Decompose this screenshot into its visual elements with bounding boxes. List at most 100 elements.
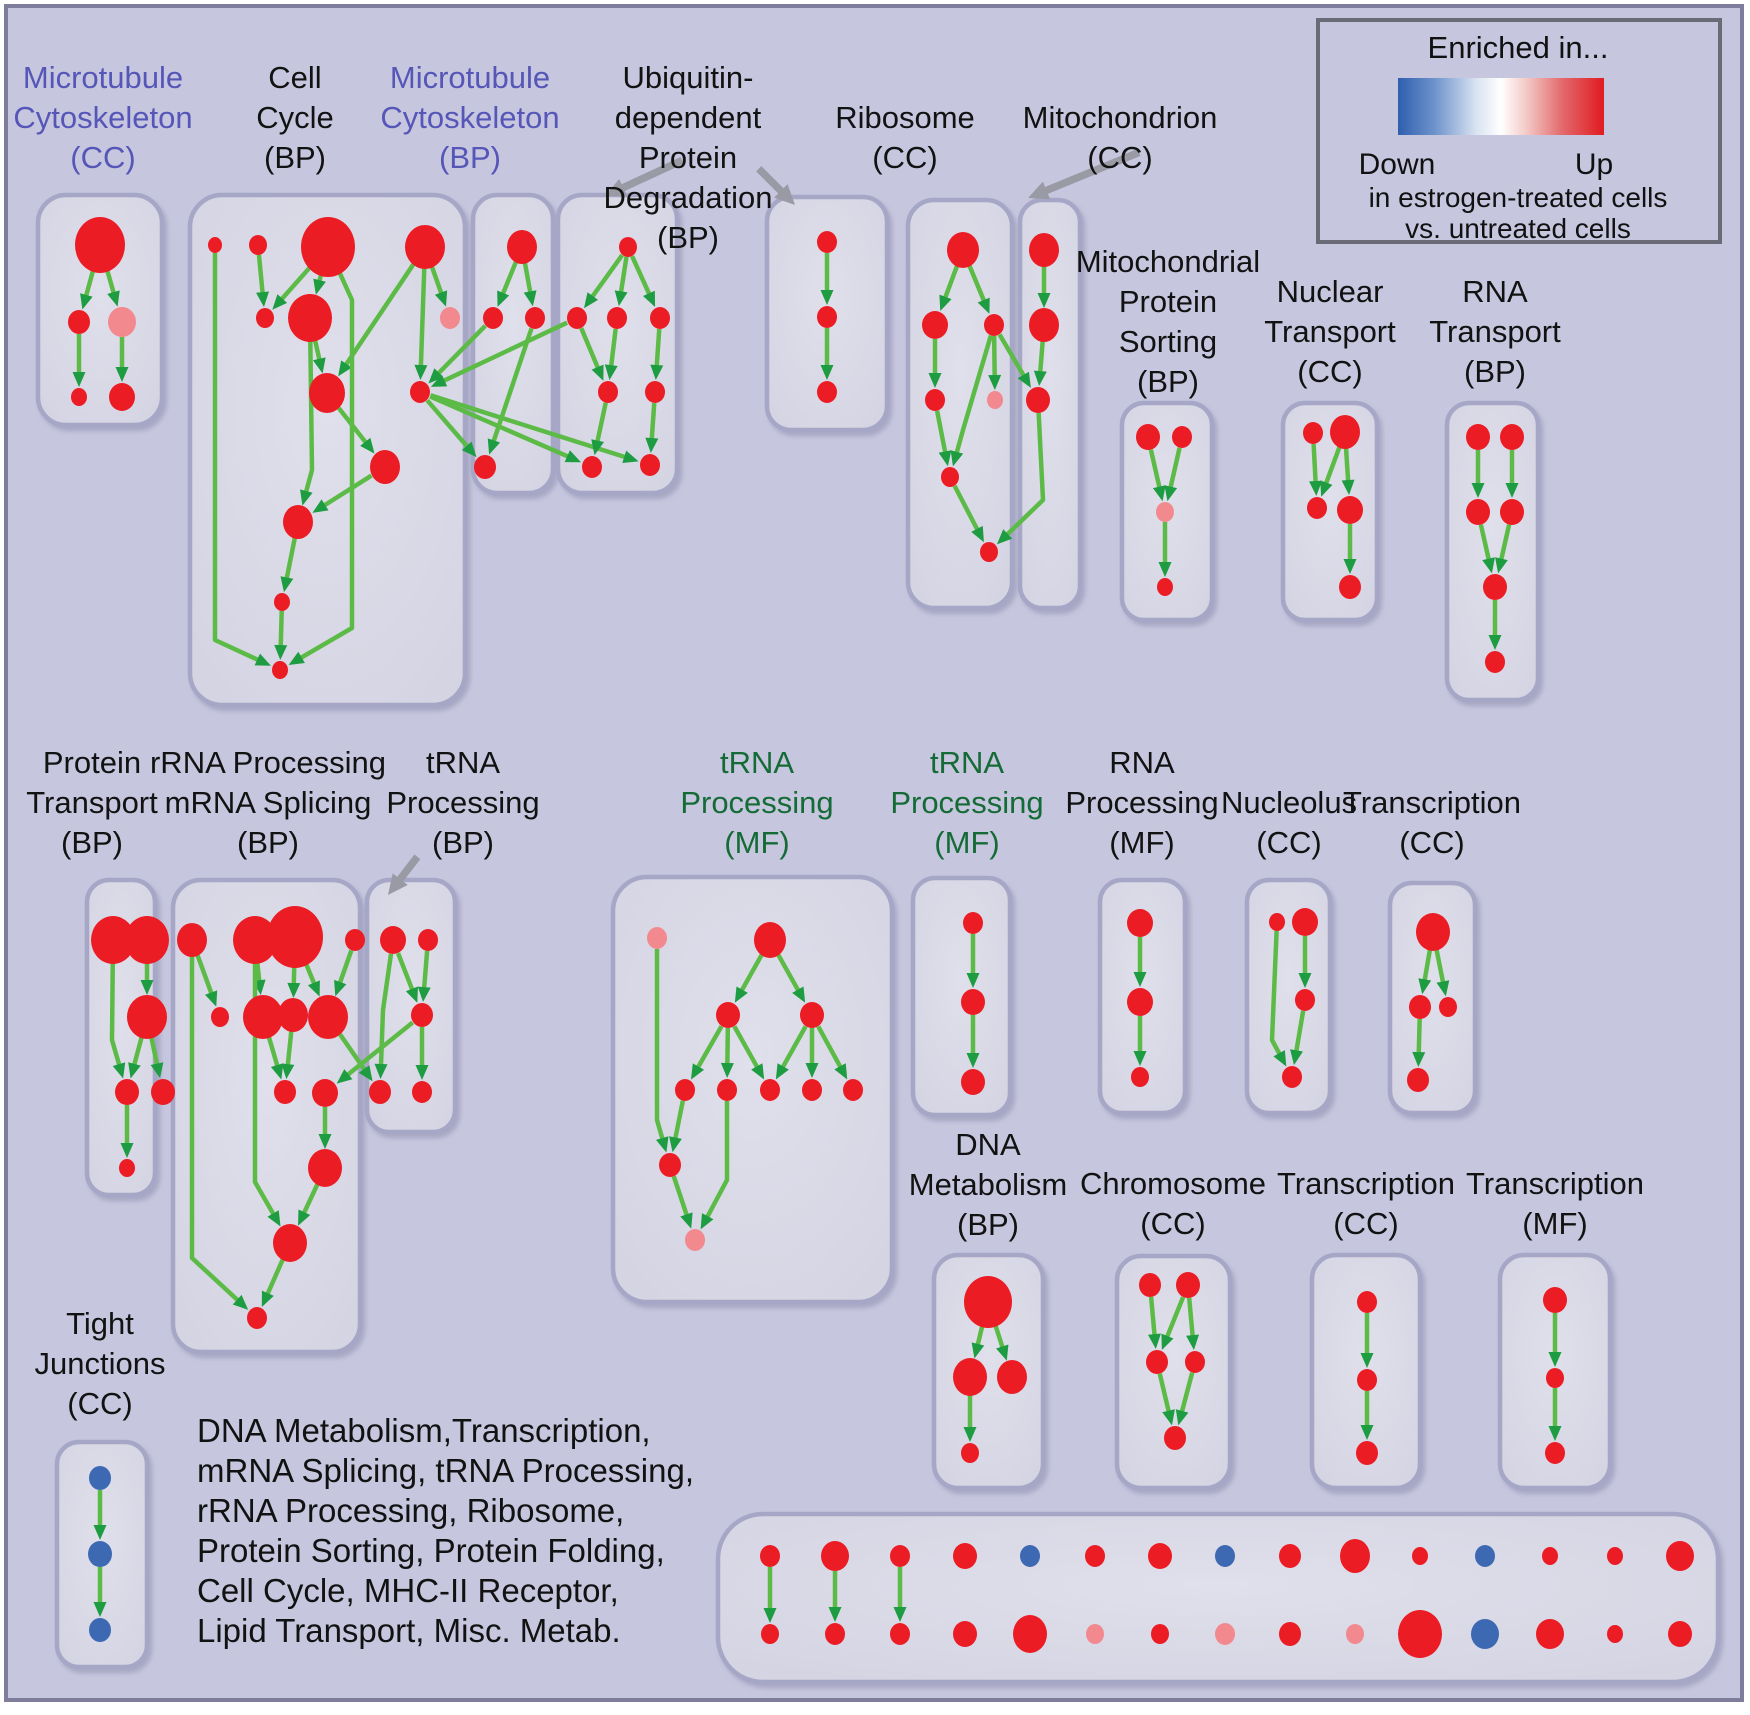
edge-arrow-head — [893, 1607, 907, 1622]
go-term-node — [953, 1358, 987, 1396]
edge-arrow — [671, 1175, 691, 1221]
go-term-node — [1282, 1066, 1302, 1088]
go-term-node — [380, 926, 406, 954]
go-term-node — [211, 1007, 229, 1027]
cluster-label-line: (MF) — [1109, 825, 1174, 860]
go-term-node — [1085, 1545, 1105, 1567]
edge-arrow — [1343, 447, 1351, 487]
annotation-arrow-head — [388, 873, 408, 895]
edge-arrow-head — [80, 293, 93, 310]
edge-arrow — [212, 253, 264, 665]
edge-arrow-head — [690, 1063, 705, 1080]
edge-arrow-head — [1033, 370, 1047, 387]
edge-arrow — [672, 1100, 686, 1144]
edge-arrow — [498, 260, 519, 300]
go-term-node — [89, 1466, 111, 1490]
go-term-node — [1086, 1624, 1104, 1644]
edge-arrow — [378, 953, 394, 1071]
go-term-node — [483, 307, 503, 329]
cluster-label-line: (MF) — [1522, 1206, 1587, 1241]
edge-arrow-head — [1360, 1353, 1374, 1368]
cluster-label-line: Processing — [680, 785, 833, 820]
edge-arrow-head — [828, 1607, 842, 1622]
cluster-label-line: Transport — [1429, 314, 1561, 349]
edge-arrow-head — [274, 644, 288, 661]
cluster-box-mcc — [35, 192, 165, 428]
cluster-label-line: (BP) — [1137, 364, 1199, 399]
go-term-node — [1269, 913, 1285, 931]
edge-arrow-head — [415, 1065, 429, 1080]
cluster-label-line: (MF) — [724, 825, 789, 860]
cluster-label-transcription-mf-bottom: Transcription (MF) — [1466, 1166, 1644, 1241]
edge-arrow-head — [300, 489, 313, 506]
edge-arrow — [702, 1101, 730, 1223]
edge-arrow-head — [254, 653, 271, 666]
edge-arrow-head — [1341, 479, 1355, 496]
cluster-label-ubiquitin-bp: Ubiquitin-dependent Protein Degradation (BP… — [604, 60, 773, 255]
edge-arrow-head — [120, 1143, 134, 1158]
go-term-node — [598, 381, 618, 403]
go-term-node — [1398, 1610, 1442, 1658]
edge-arrow — [342, 1020, 415, 1080]
go-term-node — [1146, 1350, 1168, 1374]
edge-arrow-head — [1133, 1051, 1147, 1066]
go-term-node — [1466, 499, 1490, 525]
edge-arrow — [189, 956, 244, 1306]
edge-arrow-head — [1175, 1409, 1189, 1426]
edge-arrow-head — [1309, 480, 1323, 497]
go-term-node — [1157, 578, 1173, 596]
cluster-label-line: Microtubule — [390, 60, 550, 95]
go-term-node — [1607, 1547, 1623, 1565]
edge-arrow — [418, 267, 427, 372]
cluster-label-line: Ubiquitin- — [623, 60, 754, 95]
edge-arrow-head — [1161, 1333, 1174, 1350]
go-term-node — [233, 916, 277, 964]
cluster-label-line: Junctions — [35, 1346, 166, 1381]
edge-arrow — [336, 949, 354, 989]
labels-layer: Microtubule Cytoskeleton (CC) Cell Cycle (BP)… — [13, 60, 1644, 1421]
go-term-node — [119, 1159, 135, 1177]
cluster-box-rtrans — [1444, 400, 1541, 703]
go-term-node — [1151, 1624, 1169, 1644]
go-term-node — [817, 306, 837, 328]
cluster-label-line: rRNA Processing — [150, 745, 386, 780]
go-term-node — [1340, 1539, 1370, 1573]
edge-arrow — [1497, 524, 1512, 566]
cluster-label-line: (CC) — [872, 140, 937, 175]
go-term-node — [249, 235, 267, 255]
edge-arrow — [1421, 949, 1433, 986]
edge-arrow — [617, 256, 629, 298]
go-term-node — [1136, 424, 1160, 450]
cluster-label-line: Transport — [26, 785, 158, 820]
go-term-node — [267, 906, 323, 968]
go-term-node — [607, 307, 627, 329]
go-term-node — [1303, 422, 1323, 444]
edge-arrow-head — [977, 297, 990, 314]
edge-arrow-head — [107, 290, 120, 307]
go-term-node — [953, 1543, 977, 1569]
edge-arrow-head — [430, 374, 448, 387]
cluster-label-tight-junctions-cc: Tight Junctions (CC) — [35, 1306, 166, 1421]
edge-arrow — [318, 473, 373, 511]
edge-arrow-head — [820, 365, 834, 380]
edge-arrow-head — [312, 499, 329, 513]
cluster-label-line: Transcription — [1343, 785, 1521, 820]
edge-arrow — [256, 254, 266, 299]
edge-arrow-head — [971, 1342, 985, 1359]
cluster-label-line: (BP) — [237, 825, 299, 860]
edge-arrow — [608, 328, 618, 372]
edge-arrow-head — [272, 294, 288, 310]
edge-arrow-head — [280, 576, 294, 593]
cluster-label-line: dependent — [615, 100, 762, 135]
cluster-label-microtubule-bp: Microtubule Cytoskeleton (BP) — [380, 60, 559, 175]
go-term-node — [1483, 574, 1507, 600]
edge-arrow-head — [360, 437, 375, 454]
go-term-node — [1176, 1272, 1200, 1298]
edge-arrow — [579, 327, 602, 374]
go-term-node — [301, 217, 355, 277]
edge-arrow — [1311, 443, 1319, 488]
go-term-node — [177, 923, 207, 957]
edge-arrow-head — [1482, 557, 1495, 574]
edge-arrow-head — [428, 368, 444, 384]
go-term-node — [567, 307, 587, 329]
